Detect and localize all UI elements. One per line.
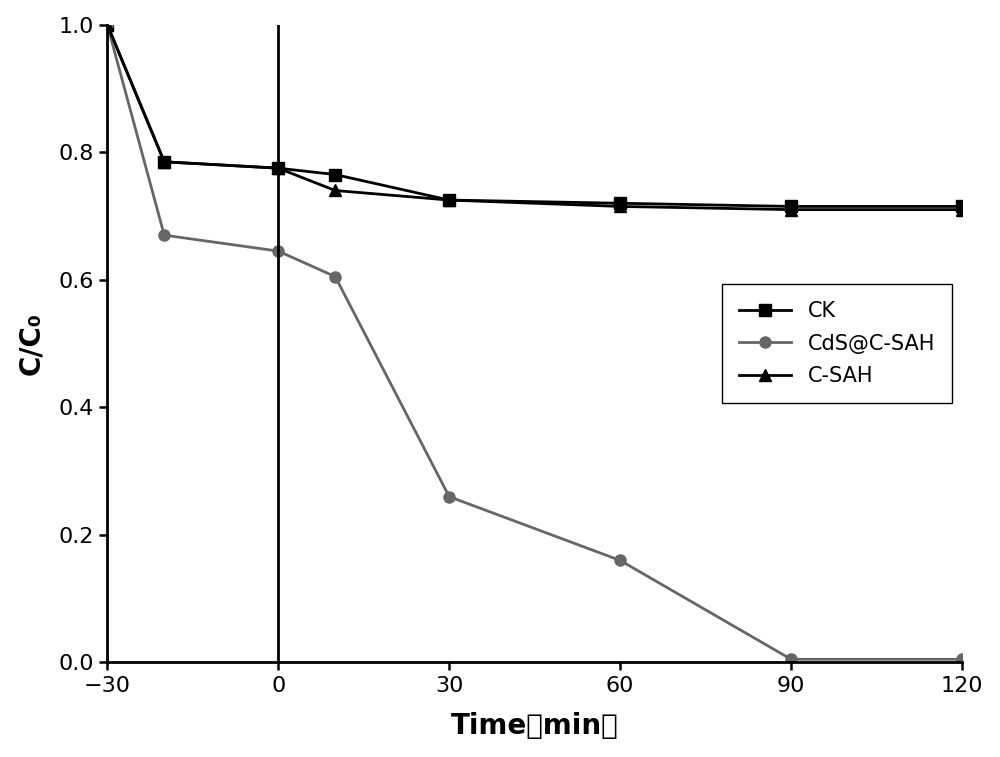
X-axis label: Time（min）: Time（min） <box>451 712 619 740</box>
Y-axis label: C/C₀: C/C₀ <box>17 312 45 375</box>
CK <box>101 20 113 30</box>
CdS@C-SAH <box>443 492 455 501</box>
Line: CdS@C-SAH: CdS@C-SAH <box>102 19 968 665</box>
C-SAH <box>101 20 113 30</box>
C-SAH <box>956 205 968 214</box>
Line: C-SAH: C-SAH <box>102 19 968 215</box>
CdS@C-SAH <box>158 231 170 240</box>
CdS@C-SAH <box>272 247 284 256</box>
CK <box>443 195 455 204</box>
Legend: CK, CdS@C-SAH, C-SAH: CK, CdS@C-SAH, C-SAH <box>722 285 952 403</box>
C-SAH <box>272 164 284 173</box>
CK <box>329 170 341 179</box>
CdS@C-SAH <box>101 20 113 30</box>
C-SAH <box>785 205 797 214</box>
CK <box>158 157 170 167</box>
C-SAH <box>614 202 626 211</box>
CK <box>956 202 968 211</box>
CK <box>785 202 797 211</box>
CdS@C-SAH <box>956 655 968 664</box>
Line: CK: CK <box>102 19 968 212</box>
C-SAH <box>329 186 341 195</box>
CdS@C-SAH <box>785 655 797 664</box>
CdS@C-SAH <box>614 556 626 565</box>
CdS@C-SAH <box>329 272 341 281</box>
CK <box>614 198 626 207</box>
CK <box>272 164 284 173</box>
C-SAH <box>443 195 455 204</box>
C-SAH <box>158 157 170 167</box>
